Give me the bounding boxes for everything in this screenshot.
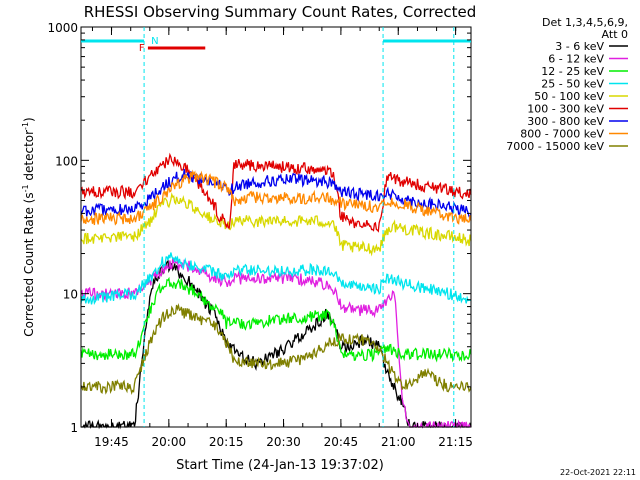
series-line-3 bbox=[80, 252, 472, 305]
y-axis-ticks: 1 10 100 1000 bbox=[47, 21, 471, 435]
legend-header-line-2: Att 0 bbox=[602, 28, 628, 41]
series-line-1 bbox=[80, 257, 472, 429]
legend-header-line-1: Det 1,3,4,5,6,9, bbox=[542, 16, 628, 29]
y-tick-label-1: 10 bbox=[63, 288, 78, 302]
legend-label-7: 800 - 7000 keV bbox=[520, 128, 604, 141]
series-line-6 bbox=[80, 168, 472, 221]
x-tick-label-4: 20:45 bbox=[324, 435, 359, 449]
legend-label-1: 6 - 12 keV bbox=[548, 53, 604, 66]
x-tick-label-6: 21:15 bbox=[438, 435, 473, 449]
legend-label-5: 100 - 300 keV bbox=[527, 103, 604, 116]
night-flag-label: N bbox=[151, 36, 158, 47]
legend-label-3: 25 - 50 keV bbox=[541, 78, 604, 91]
series-line-5 bbox=[80, 152, 472, 233]
x-tick-label-3: 20:30 bbox=[266, 435, 301, 449]
series-line-4 bbox=[80, 192, 472, 257]
series-line-2 bbox=[80, 276, 472, 363]
x-tick-label-2: 20:15 bbox=[209, 435, 244, 449]
x-axis-label: Start Time (24-Jan-13 19:37:02) bbox=[176, 458, 384, 473]
legend-label-8: 7000 - 15000 keV bbox=[506, 140, 604, 153]
y-tick-label-3: 1000 bbox=[47, 21, 78, 35]
flare-flag-label: F bbox=[139, 43, 145, 54]
generation-timestamp: 22-Oct-2021 22:11 bbox=[560, 468, 636, 477]
plot-frame bbox=[80, 26, 472, 428]
x-axis-ticks: 19:45 20:00 20:15 20:30 20:45 21:00 21:15 bbox=[91, 27, 473, 449]
chart-title: RHESSI Observing Summary Count Rates, Co… bbox=[84, 3, 477, 21]
series-line-7 bbox=[80, 169, 472, 226]
y-axis-label: Corrected Count Rate (s-1 detector-1) bbox=[21, 117, 36, 336]
x-tick-label-5: 21:00 bbox=[381, 435, 416, 449]
series-line-8 bbox=[80, 303, 472, 395]
legend-label-0: 3 - 6 keV bbox=[555, 40, 604, 53]
y-tick-label-2: 100 bbox=[55, 154, 78, 168]
series-layer bbox=[80, 152, 472, 430]
x-tick-label-1: 20:00 bbox=[152, 435, 187, 449]
flags-layer: NF bbox=[81, 27, 471, 427]
legend-label-2: 12 - 25 keV bbox=[541, 65, 604, 78]
y-tick-label-0: 1 bbox=[70, 421, 78, 435]
x-tick-label-0: 19:45 bbox=[94, 435, 129, 449]
legend-label-4: 50 - 100 keV bbox=[534, 90, 604, 103]
legend-label-6: 300 - 800 keV bbox=[527, 115, 604, 128]
